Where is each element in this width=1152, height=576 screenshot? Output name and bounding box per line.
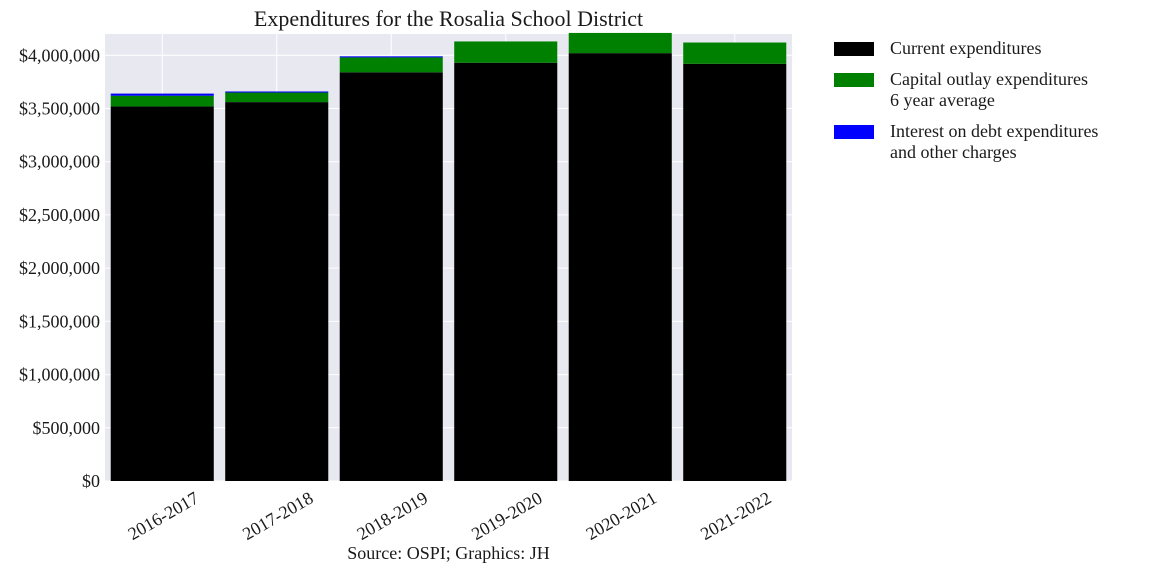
legend-label-interest: Interest on debt expenditures and other … xyxy=(890,121,1099,162)
x-tick-label: 2020-2021 xyxy=(582,488,660,544)
chart-legend: Current expenditures Capital outlay expe… xyxy=(834,38,1098,173)
bar-capital-2016-2017 xyxy=(110,95,214,107)
bar-capital-2018-2019 xyxy=(339,57,443,73)
legend-label-capital: Capital outlay expenditures 6 year avera… xyxy=(890,69,1088,110)
y-tick-label: $2,500,000 xyxy=(19,205,100,225)
bar-current-2021-2022 xyxy=(683,63,787,482)
bar-current-2019-2020 xyxy=(454,62,558,481)
legend-swatch-capital xyxy=(834,73,874,87)
legend-item-interest: Interest on debt expenditures and other … xyxy=(834,121,1098,163)
bar-current-2020-2021 xyxy=(568,53,672,482)
y-tick-label: $3,500,000 xyxy=(19,99,100,119)
bar-interest-2016-2017 xyxy=(110,93,214,96)
x-tick-label: 2019-2020 xyxy=(468,488,546,544)
legend-item-capital: Capital outlay expenditures 6 year avera… xyxy=(834,69,1098,111)
legend-swatch-current xyxy=(834,42,874,56)
legend-swatch-interest xyxy=(834,125,874,139)
bar-capital-2020-2021 xyxy=(568,32,672,54)
bar-interest-2017-2018 xyxy=(225,91,329,93)
x-tick-label: 2021-2022 xyxy=(697,488,775,544)
bar-current-2017-2018 xyxy=(225,102,329,481)
bar-current-2016-2017 xyxy=(110,106,214,481)
chart-source: Source: OSPI; Graphics: JH xyxy=(347,543,550,563)
legend-label-current: Current expenditures xyxy=(890,38,1042,58)
y-tick-label: $0 xyxy=(82,471,100,491)
x-tick-label: 2016-2017 xyxy=(124,488,202,544)
bar-capital-2021-2022 xyxy=(683,42,787,64)
bar-interest-2018-2019 xyxy=(339,56,443,58)
y-tick-label: $1,500,000 xyxy=(19,311,100,331)
x-tick-label: 2018-2019 xyxy=(353,488,431,544)
legend-item-current: Current expenditures xyxy=(834,38,1098,59)
y-tick-label: $2,000,000 xyxy=(19,258,100,278)
x-tick-label: 2017-2018 xyxy=(239,488,317,544)
chart-title: Expenditures for the Rosalia School Dist… xyxy=(253,6,644,31)
bar-capital-2017-2018 xyxy=(225,92,329,103)
y-tick-label: $500,000 xyxy=(33,418,101,438)
bar-current-2018-2019 xyxy=(339,72,443,482)
y-tick-label: $4,000,000 xyxy=(19,45,100,65)
y-tick-label: $3,000,000 xyxy=(19,152,100,172)
y-tick-label: $1,000,000 xyxy=(19,365,100,385)
bar-capital-2019-2020 xyxy=(454,41,558,63)
